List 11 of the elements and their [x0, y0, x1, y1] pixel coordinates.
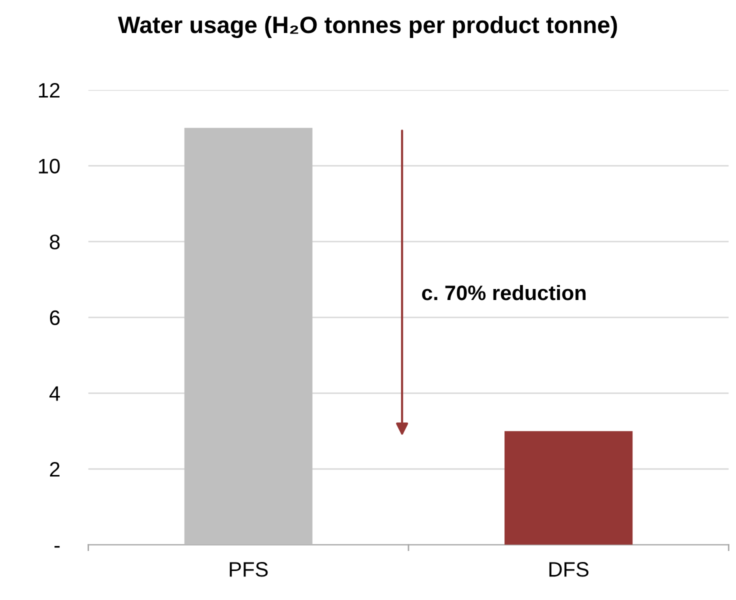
- x-tick-label: DFS: [549, 562, 588, 577]
- x-tick-label: PFS: [230, 562, 268, 577]
- y-tick-label: 6: [50, 310, 60, 326]
- y-tick-label: 8: [50, 234, 60, 250]
- y-tick-label: -: [54, 546, 60, 548]
- y-tick-label: 10: [38, 158, 60, 174]
- annotation: c. 70% reduction: [422, 284, 586, 300]
- y-tick-label: 2: [50, 462, 60, 477]
- chart-title: Water usage (H₂O tonnes per product tonne): [118, 16, 617, 38]
- y-tick-label: 4: [49, 386, 60, 401]
- y-tick-label: 12: [38, 83, 60, 98]
